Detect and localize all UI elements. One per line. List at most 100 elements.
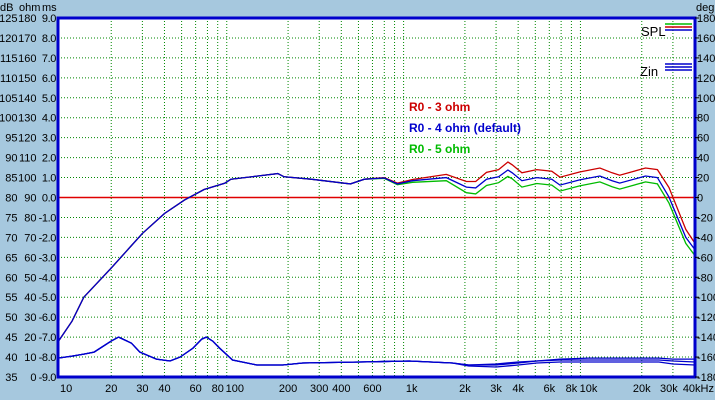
ms-tick-label: 4.0 [42,113,56,125]
db-axis-unit: dB [0,2,13,14]
db-tick-label: 125 [0,13,18,25]
deg-tick-label: 20 [697,173,709,185]
ohm-tick-label: 10 [24,352,36,364]
ohm-tick-label: 130 [18,113,36,125]
ohm-tick-label: 0 [30,372,36,384]
db-tick-label: 35 [5,372,17,384]
annotation-r0-3ohm: R0 - 3 ohm [409,100,470,114]
x-tick-label: 20k [633,383,651,395]
deg-tick-label: -40 [697,232,713,244]
x-tick-label: 6k [543,383,555,395]
ms-tick-label: -3.0 [39,252,57,264]
db-tick-label: 65 [5,252,17,264]
db-tick-label: 75 [5,212,17,224]
deg-tick-label: -80 [697,272,713,284]
db-tick-label: 85 [5,173,17,185]
db-tick-label: 40 [5,352,17,364]
db-tick-label: 55 [5,292,17,304]
x-tick-label: 30 [136,383,148,395]
ohm-tick-label: 160 [18,53,36,65]
db-tick-label: 60 [5,272,17,284]
deg-tick-label: 140 [697,53,715,65]
deg-tick-label: 160 [697,33,715,45]
deg-tick-label: 40 [697,153,709,165]
db-tick-label: 115 [0,53,18,65]
ohm-tick-label: 110 [19,153,37,165]
x-tick-label: 60 [189,383,201,395]
deg-tick-label: 0 [697,193,703,205]
deg-tick-label: 120 [697,73,715,85]
grid [58,18,695,377]
x-tick-label: 1k [406,383,418,395]
deg-tick-label: -160 [697,352,715,364]
ms-tick-label: -7.0 [39,332,57,344]
ms-tick-label: 7.0 [42,53,56,65]
ohm-tick-label: 150 [18,73,36,85]
x-tick-label: 400 [332,383,350,395]
legend-label-spl: SPL [641,24,666,39]
ms-tick-label: 9.0 [42,13,56,25]
ohm-tick-label: 180 [18,13,36,25]
deg-tick-label: -60 [697,252,713,264]
ohm-tick-label: 120 [18,133,36,145]
ohm-tick-label: 140 [18,93,36,105]
ms-tick-label: -9.0 [39,372,57,384]
annotation-r0-5ohm: R0 - 5 ohm [409,142,470,156]
x-tick-label: 10 [60,383,72,395]
x-tick-label: 80 [212,383,224,395]
ms-tick-label: -1.0 [39,212,57,224]
x-tick-label: 300 [310,383,328,395]
x-tick-label: 100 [226,383,244,395]
x-tick-label: 3k [490,383,502,395]
spl-curve-r0-4-ohm-default- [57,169,696,343]
ms-tick-label: -4.0 [39,272,57,284]
ms-tick-label: 2.0 [42,153,56,165]
deg-tick-label: 180 [697,13,715,25]
ohm-tick-label: 50 [24,272,36,284]
ohm-tick-label: 80 [24,212,36,224]
ms-tick-label: -8.0 [39,352,57,364]
db-tick-label: 120 [0,33,18,45]
x-tick-label: 8k [566,383,578,395]
deg-tick-label: -20 [697,212,713,224]
legend-label-zin: Zin [640,64,658,79]
db-tick-label: 50 [5,312,17,324]
legend: SPL Zin [640,23,692,79]
annotation-r0-4ohm: R0 - 4 ohm (default) [409,121,521,135]
x-tick-label: 2k [459,383,471,395]
ms-tick-label: 5.0 [42,93,56,105]
x-tick-label: 600 [363,383,381,395]
x-tick-label: 200 [279,383,297,395]
zin-curve-3 [57,336,696,368]
x-tick-label: 40kHz [683,383,714,395]
x-tick-label: 30k [660,383,678,395]
ms-axis-unit: ms [42,2,57,14]
deg-tick-label: 60 [697,133,709,145]
ohm-tick-label: 70 [24,232,36,244]
db-tick-label: 95 [5,133,17,145]
deg-tick-label: 100 [697,93,715,105]
db-tick-label: 45 [5,332,17,344]
ohm-tick-label: 30 [24,312,36,324]
deg-tick-label: -120 [697,312,715,324]
deg-tick-label: -100 [697,292,715,304]
deg-tick-label: -140 [697,332,715,344]
db-tick-label: 105 [0,93,18,105]
ohm-tick-label: 40 [24,292,36,304]
ohm-tick-label: 90 [24,193,36,205]
ms-tick-label: 3.0 [42,133,56,145]
db-tick-label: 100 [0,113,18,125]
x-tick-label: 4k [512,383,524,395]
db-tick-label: 90 [5,153,17,165]
ohm-tick-label: 100 [18,173,36,185]
ms-tick-label: 6.0 [42,73,56,85]
ohm-tick-label: 170 [18,33,36,45]
deg-axis-unit: deg [696,2,714,14]
ohm-axis-unit: ohm [19,2,40,14]
ms-tick-label: 1.0 [42,173,56,185]
deg-tick-label: -180 [697,372,715,384]
db-tick-label: 70 [5,232,17,244]
ohm-tick-label: 60 [24,252,36,264]
